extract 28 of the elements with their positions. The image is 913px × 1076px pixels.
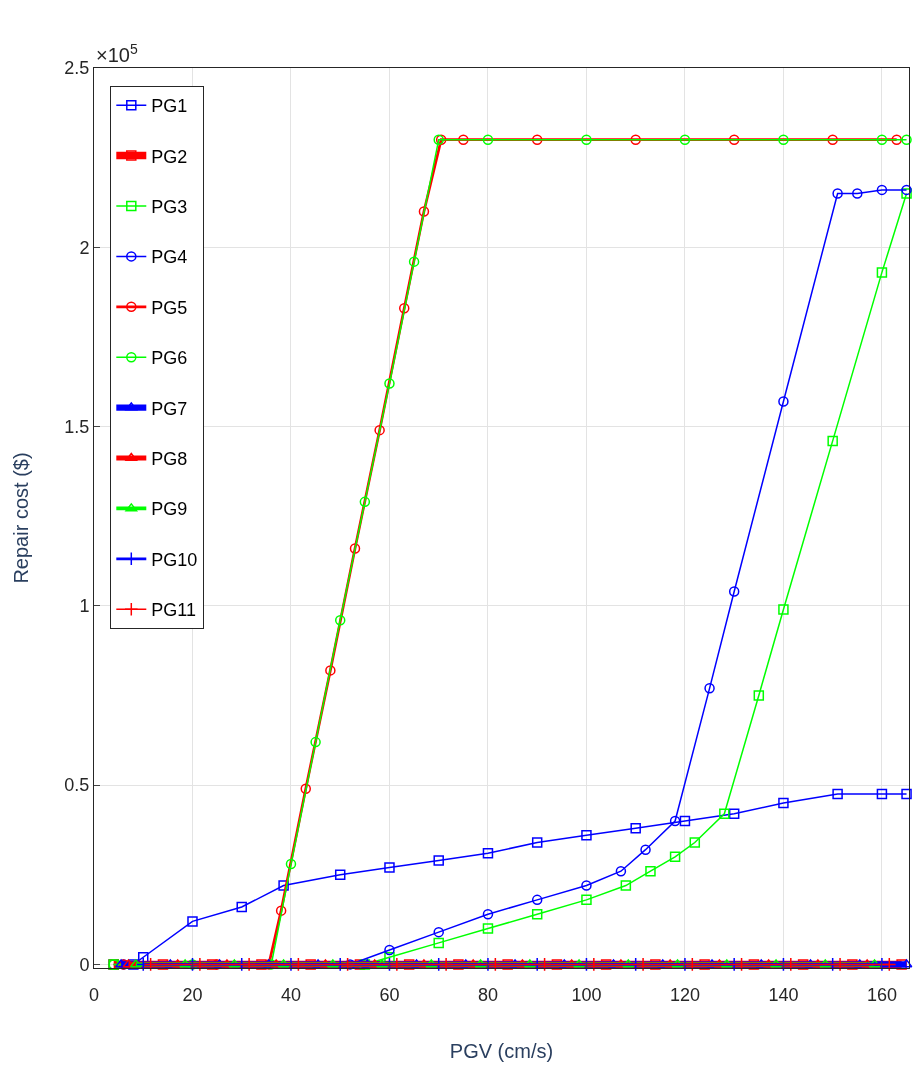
y-tick-label: 1	[79, 596, 90, 617]
x-tick-label: 20	[182, 984, 203, 1005]
y-tick-label: 2.5	[64, 58, 90, 79]
x-tick-label: 120	[669, 984, 700, 1005]
x-tick-label: 80	[477, 984, 498, 1005]
legend-label: PG11	[151, 600, 196, 621]
y-tick-label: 0.5	[64, 775, 90, 796]
x-tick-label: 160	[866, 984, 897, 1005]
x-tick-label: 100	[571, 984, 602, 1005]
legend-label: PG5	[151, 297, 188, 318]
x-tick-label: 140	[768, 984, 799, 1005]
y-tick-label: 1.5	[64, 416, 90, 437]
text: ×10$^{5}$	[96, 41, 138, 67]
legend-label: PG7	[151, 398, 188, 419]
legend-label: PG6	[151, 348, 188, 369]
y-tick-label: 2	[79, 237, 90, 258]
legend-label: PG10	[151, 549, 198, 570]
legend-label: PG2	[151, 146, 188, 167]
legend-label: PG3	[151, 197, 188, 218]
legend-label: PG8	[151, 449, 188, 470]
x-tick-label: 40	[280, 984, 301, 1005]
x-tick-label: 60	[379, 984, 400, 1005]
legend-label: PG4	[151, 247, 188, 268]
y-tick-label: 0	[79, 954, 90, 975]
legend-label: PG1	[151, 96, 188, 117]
legend-label: PG9	[151, 499, 188, 520]
x-axis-title: PGV (cm/s)	[449, 1040, 554, 1063]
y-axis-title: Repair cost ($)	[9, 452, 32, 584]
